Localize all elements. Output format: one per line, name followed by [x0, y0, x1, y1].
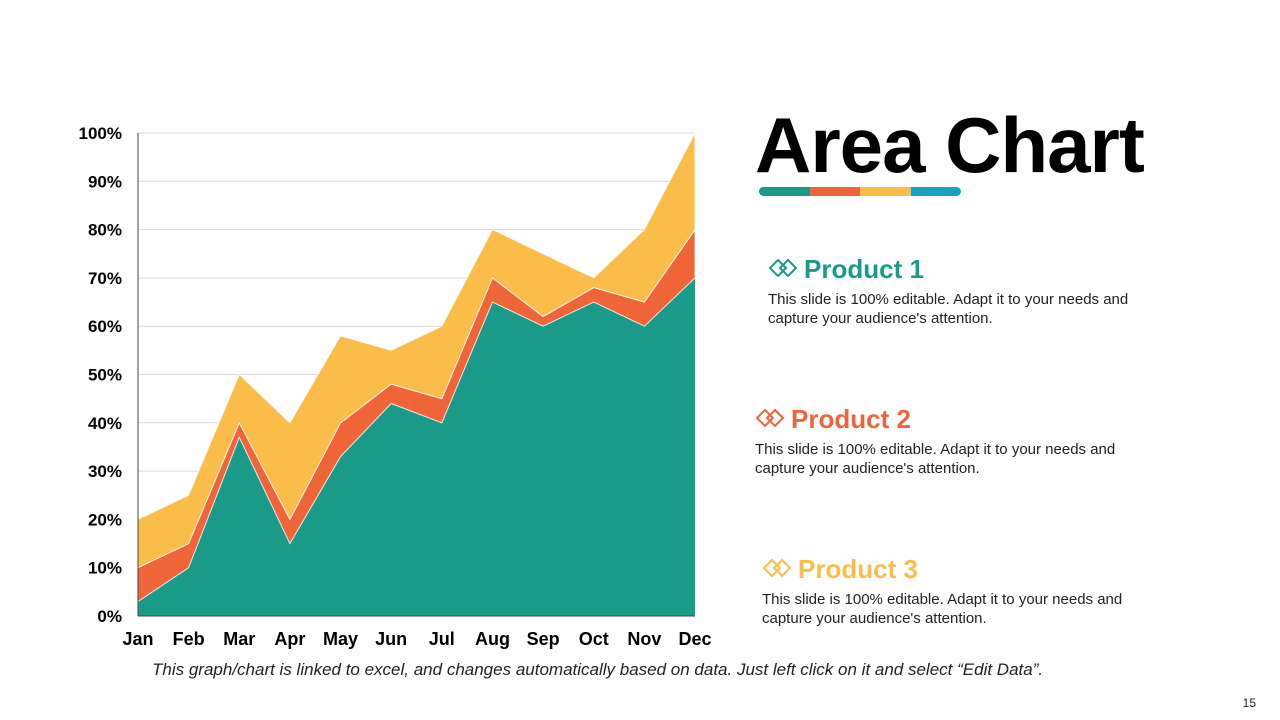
- y-tick-label: 60%: [88, 317, 122, 336]
- x-tick-label: May: [323, 629, 358, 649]
- product-1-title: Product 1: [804, 254, 924, 284]
- x-tick-label: Jul: [429, 629, 455, 649]
- x-tick-label: Feb: [173, 629, 205, 649]
- area-series-1: [138, 277, 695, 616]
- title-color-bar: [759, 187, 961, 196]
- product-1-desc: This slide is 100% editable. Adapt it to…: [768, 291, 1129, 327]
- x-tick-label: Nov: [627, 629, 661, 649]
- product-1-block: Product 1 This slide is 100% editable. A…: [768, 254, 1168, 328]
- y-tick-label: 50%: [88, 366, 122, 385]
- y-tick-label: 100%: [79, 124, 122, 143]
- diamond-pair-icon: [768, 254, 804, 285]
- chart-note: This graph/chart is linked to excel, and…: [152, 660, 1044, 679]
- product-2-desc: This slide is 100% editable. Adapt it to…: [755, 441, 1116, 477]
- page-title: Area Chart: [755, 101, 1145, 189]
- color-segment-1: [759, 187, 810, 196]
- product-2-block: Product 2 This slide is 100% editable. A…: [755, 404, 1155, 478]
- x-tick-label: Oct: [579, 629, 609, 649]
- product-3-block: Product 3 This slide is 100% editable. A…: [762, 554, 1162, 628]
- color-segment-2: [809, 187, 860, 196]
- x-tick-label: Aug: [475, 629, 510, 649]
- product-3-desc: This slide is 100% editable. Adapt it to…: [762, 591, 1123, 627]
- color-segment-3: [860, 187, 911, 196]
- page-number: 15: [1242, 696, 1256, 710]
- y-tick-label: 0%: [97, 607, 122, 626]
- area-chart[interactable]: 0% 10% 20% 30% 40% 50% 60% 70% 80% 90% 100% Jan Feb M…: [0, 0, 740, 660]
- y-tick-label: 30%: [88, 462, 122, 481]
- x-tick-label: Jun: [375, 629, 407, 649]
- x-tick-label: Apr: [274, 629, 305, 649]
- x-tick-label: Jan: [122, 629, 153, 649]
- x-tick-label: Mar: [223, 629, 255, 649]
- diamond-pair-icon: [755, 404, 791, 435]
- color-segment-4: [910, 187, 961, 196]
- product-3-title: Product 3: [798, 554, 918, 584]
- y-tick-label: 70%: [88, 269, 122, 288]
- y-tick-label: 10%: [88, 559, 122, 578]
- product-2-title: Product 2: [791, 404, 911, 434]
- area-series-3: [137, 132, 696, 569]
- diamond-pair-icon: [762, 554, 798, 585]
- y-tick-label: 40%: [88, 414, 122, 433]
- x-tick-label: Sep: [527, 629, 560, 649]
- y-tick-label: 90%: [88, 172, 122, 191]
- y-tick-label: 80%: [88, 221, 122, 240]
- x-tick-label: Dec: [678, 629, 711, 649]
- y-tick-label: 20%: [88, 510, 122, 529]
